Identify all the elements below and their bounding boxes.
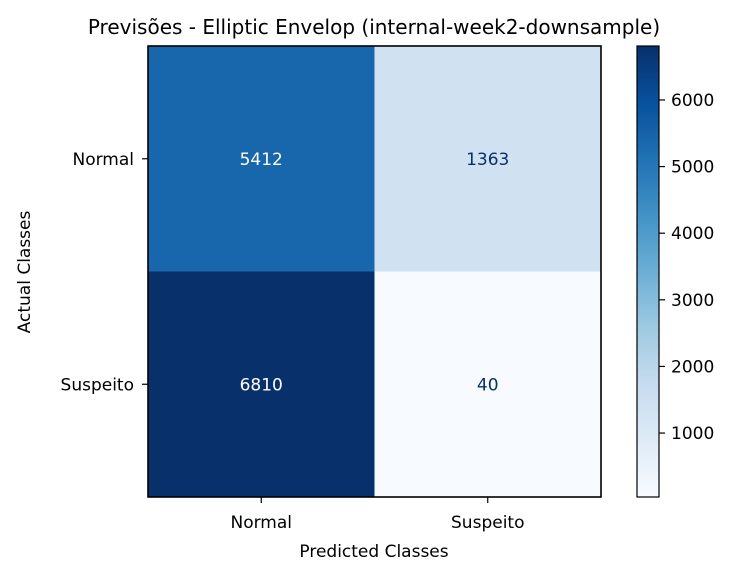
heatmap-cells <box>148 46 601 497</box>
colorbar-tick-label: 3000 <box>671 291 714 311</box>
colorbar-tick-label: 4000 <box>671 224 714 244</box>
cell-value-label: 40 <box>477 375 499 395</box>
cell-value-label: 5412 <box>240 150 283 170</box>
heatmap-cell <box>148 46 375 272</box>
cell-value-labels: 5412 1363 6810 40 <box>240 150 510 396</box>
plot-frame <box>147 45 602 498</box>
x-tick-label: Normal <box>230 513 292 533</box>
colorbar-tick-label: 5000 <box>671 158 714 178</box>
y-axis-ticks: Normal Suspeito <box>61 150 148 395</box>
colorbar-tick-label: 1000 <box>671 424 714 444</box>
colorbar-tick-label: 2000 <box>671 357 714 377</box>
cell-value-label: 1363 <box>466 150 509 170</box>
colorbar <box>636 45 660 498</box>
heatmap-cell <box>374 271 601 497</box>
y-tick-label: Normal <box>72 150 134 170</box>
colorbar-ticks: 1000 2000 3000 4000 5000 6000 <box>659 91 714 444</box>
heatmap-cell <box>374 46 601 272</box>
cell-value-label: 6810 <box>240 375 283 395</box>
x-axis-label: Predicted Classes <box>299 542 448 562</box>
colorbar-tick-label: 6000 <box>671 91 714 111</box>
y-axis-label: Actual Classes <box>15 211 35 334</box>
x-axis-ticks: Normal Suspeito <box>230 497 524 533</box>
chart-title: Previsões - Elliptic Envelop (internal-w… <box>88 15 660 39</box>
heatmap-cell <box>148 271 375 497</box>
y-tick-label: Suspeito <box>61 375 134 395</box>
x-tick-label: Suspeito <box>451 513 524 533</box>
